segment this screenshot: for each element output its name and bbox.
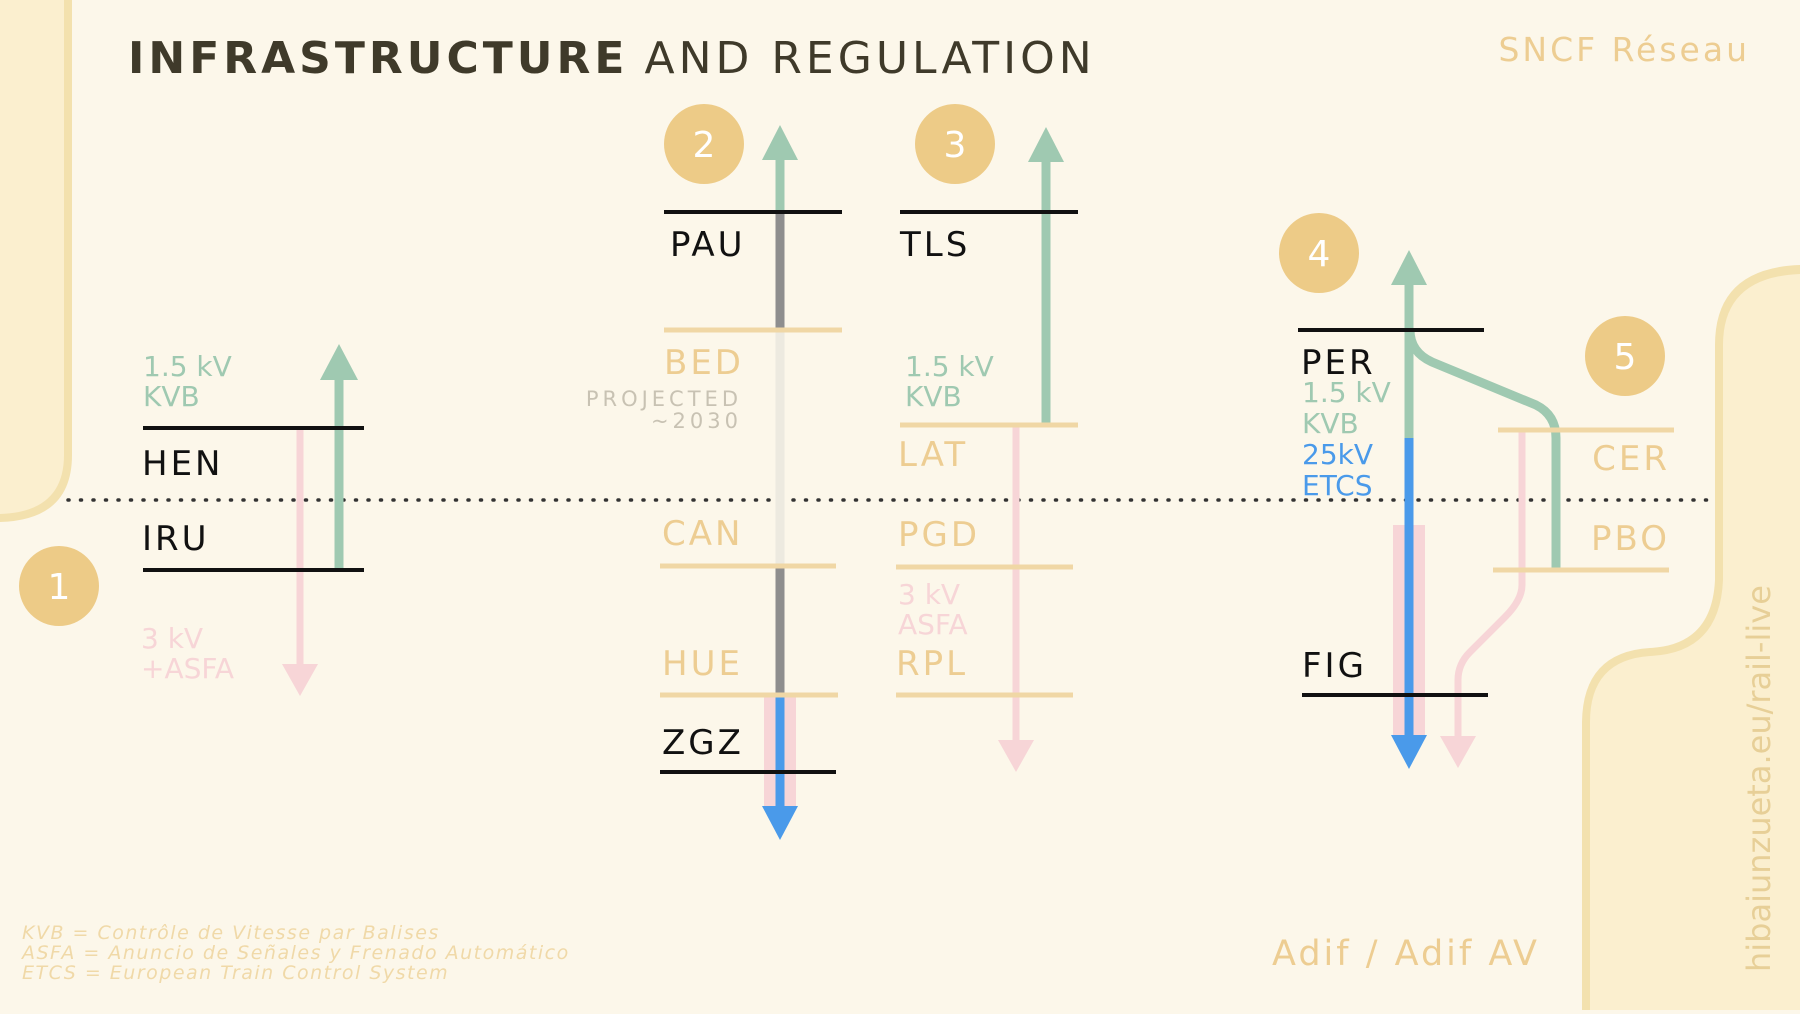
- c3-number-badge: [915, 104, 995, 184]
- c3-number: 3: [944, 125, 967, 166]
- c1-lower-label-1: 3 kV: [141, 622, 203, 655]
- c2-green-arrowhead: [762, 125, 798, 160]
- c3-lower-label-2: ASFA: [898, 608, 968, 641]
- c3-station-rpl: RPL: [896, 644, 968, 684]
- c5-number: 5: [1614, 337, 1637, 378]
- c2-number-badge: [664, 104, 744, 184]
- c5-green-branch: [1405, 329, 1561, 570]
- c3-station-tls: TLS: [899, 225, 970, 265]
- c1-station-hen: HEN: [142, 444, 223, 484]
- c5-number-badge: [1585, 316, 1665, 396]
- c3-station-lat: LAT: [898, 435, 968, 475]
- c2-number: 2: [693, 125, 716, 166]
- c4-station-per: PER: [1301, 343, 1376, 383]
- c5-pink-arrowhead: [1440, 736, 1476, 768]
- c1-green-arrowhead: [320, 344, 358, 380]
- c4-green-label-2: KVB: [1302, 407, 1359, 440]
- c4-station-fig: FIG: [1302, 646, 1367, 686]
- c2-note-1: PROJECTED: [586, 387, 742, 411]
- c1-station-iru: IRU: [142, 519, 210, 559]
- c5-pink-track: [1454, 432, 1526, 738]
- c4-blue-arrowhead: [1391, 735, 1427, 769]
- legend-etcs: ETCS = European Train Control System: [22, 962, 449, 984]
- c3-pink-arrowhead: [998, 740, 1034, 772]
- c5-station-pbo: PBO: [1591, 519, 1670, 559]
- legend-kvb: KVB = Contrôle de Vitesse par Balises: [22, 922, 440, 944]
- c3-upper-label-2: KVB: [905, 380, 962, 413]
- page-title: INFRASTRUCTURE AND REGULATION: [128, 33, 1096, 84]
- c4-number-badge: [1279, 213, 1359, 293]
- bottom-right-decoration-inner: [1590, 274, 1800, 1010]
- c4-green-arrowhead: [1391, 250, 1427, 285]
- c4-number: 4: [1308, 234, 1331, 275]
- c2-station-hue: HUE: [662, 644, 743, 684]
- c4-blue-label-2: ETCS: [1302, 469, 1372, 502]
- c2-station-zgz: ZGZ: [662, 723, 744, 763]
- c1-number: 1: [48, 567, 71, 608]
- c3-lower-label-1: 3 kV: [898, 578, 960, 611]
- website-url: hibaiunzueta.eu/rail-live: [1740, 585, 1778, 972]
- legend-asfa: ASFA = Anuncio de Señales y Frenado Auto…: [20, 942, 570, 964]
- c2-note-2: ~2030: [651, 409, 742, 433]
- c4-blue-label-1: 25kV: [1302, 438, 1373, 471]
- c2-station-bed: BED: [664, 343, 744, 383]
- c5-station-cer: CER: [1592, 439, 1670, 479]
- c1-upper-label-1: 1.5 kV: [143, 350, 232, 383]
- c3-station-pgd: PGD: [898, 515, 980, 555]
- c1-number-badge: [19, 546, 99, 626]
- c1-pink-arrowhead: [282, 664, 318, 696]
- operator-france: SNCF Réseau: [1498, 30, 1750, 69]
- operator-spain: Adif / Adif AV: [1272, 934, 1540, 974]
- c3-green-arrowhead: [1028, 127, 1064, 162]
- c4-green-label-1: 1.5 kV: [1302, 376, 1391, 409]
- c2-station-pau: PAU: [670, 225, 745, 265]
- c2-station-can: CAN: [662, 514, 743, 554]
- c2-blue-arrowhead: [762, 806, 798, 840]
- c3-upper-label-1: 1.5 kV: [905, 350, 994, 383]
- top-left-decoration-inner: [0, 0, 64, 514]
- c1-lower-label-2: +ASFA: [141, 652, 234, 685]
- c1-upper-label-2: KVB: [143, 380, 200, 413]
